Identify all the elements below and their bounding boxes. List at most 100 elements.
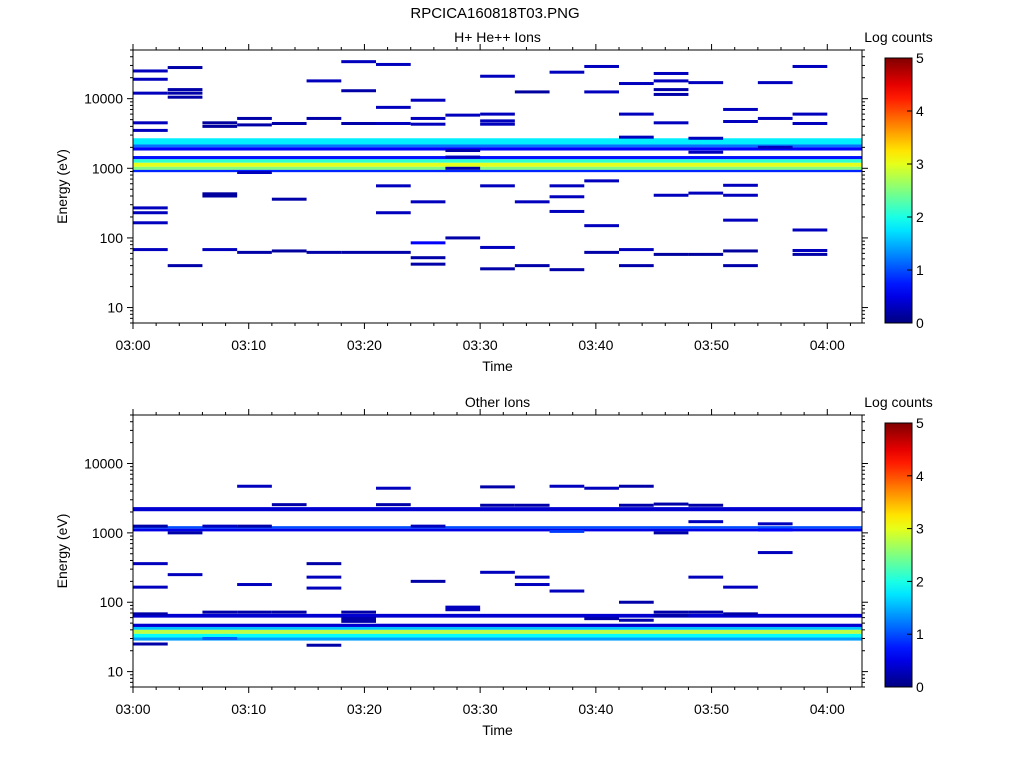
- x-tick-label: 03:20: [347, 701, 382, 717]
- data-cell: [792, 112, 828, 116]
- energy-band: [133, 138, 862, 145]
- energy-band: [133, 629, 862, 634]
- data-cell: [410, 262, 446, 266]
- data-cell: [376, 250, 411, 254]
- data-cell: [584, 179, 619, 183]
- data-cell: [549, 195, 585, 199]
- data-cell: [202, 124, 238, 128]
- data-cell: [306, 586, 342, 590]
- energy-band: [133, 526, 862, 529]
- energy-band: [133, 613, 862, 618]
- data-cell: [237, 610, 272, 614]
- data-cell: [688, 252, 724, 256]
- data-cell: [514, 200, 550, 204]
- data-cell: [306, 643, 342, 647]
- data-cell: [410, 256, 446, 260]
- colorbar: Log counts 0 1 2 3 4 5: [864, 29, 933, 331]
- data-cell: [167, 95, 203, 99]
- data-cell: [133, 206, 168, 210]
- data-cell: [133, 211, 168, 215]
- x-tick-label: 03:40: [578, 701, 613, 717]
- energy-band: [133, 633, 862, 638]
- data-cell: [306, 562, 342, 566]
- data-cell: [237, 583, 272, 587]
- colorbar: Log counts 0 1 2 3 4 5: [864, 394, 933, 695]
- data-cell: [341, 60, 376, 64]
- data-cell: [792, 64, 828, 68]
- data-cell: [514, 575, 550, 579]
- data-cell: [376, 105, 411, 109]
- data-cell: [133, 248, 168, 252]
- colorbar-tick-label: 0: [916, 679, 924, 695]
- data-cell: [445, 605, 481, 609]
- colorbar-tick-label: 3: [916, 521, 924, 537]
- x-tick-label: 03:00: [115, 337, 150, 353]
- data-cell: [480, 570, 515, 574]
- heatmap-panel-1: H+ He++ Ions 03:00 03:10 03:20 03:30 03:40 03:…: [54, 29, 933, 374]
- data-cell: [792, 248, 828, 252]
- data-cell: [306, 250, 342, 254]
- colorbar-tick-label: 5: [916, 415, 924, 431]
- data-cell: [202, 524, 238, 528]
- data-cell: [133, 69, 168, 73]
- data-cell: [549, 529, 585, 533]
- data-cell: [584, 90, 619, 94]
- x-tick-label: 03:20: [347, 337, 382, 353]
- data-cell: [757, 528, 793, 532]
- data-cell: [688, 191, 724, 195]
- data-cell: [757, 145, 793, 149]
- energy-band: [133, 147, 862, 151]
- data-cell: [410, 200, 446, 204]
- data-cell: [376, 503, 411, 507]
- data-cell: [133, 642, 168, 646]
- data-cell: [271, 610, 307, 614]
- data-cell: [584, 486, 619, 490]
- y-axis-label: Energy (eV): [54, 514, 70, 589]
- data-cell: [619, 112, 654, 116]
- data-cell: [723, 119, 758, 123]
- colorbar-gradient: [884, 57, 913, 324]
- page-title: RPCICA160818T03.PNG: [410, 5, 580, 22]
- energy-band: [133, 626, 862, 630]
- data-cell: [133, 91, 168, 95]
- data-cell: [376, 121, 411, 125]
- data-cell: [619, 135, 654, 139]
- data-cell: [723, 107, 758, 111]
- data-cell: [619, 264, 654, 268]
- data-cell: [237, 484, 272, 488]
- data-cell: [757, 551, 793, 555]
- data-cell: [480, 245, 515, 249]
- x-tick-label: 04:00: [810, 701, 845, 717]
- data-cell: [480, 503, 515, 507]
- data-cell: [757, 116, 793, 120]
- data-cell: [619, 600, 654, 604]
- data-cell: [237, 123, 272, 127]
- data-cell: [376, 184, 411, 188]
- x-tick-label: 03:10: [231, 701, 266, 717]
- data-cell: [133, 221, 168, 225]
- data-cell: [376, 486, 411, 490]
- data-cell: [514, 264, 550, 268]
- energy-band: [133, 156, 862, 160]
- data-cell: [514, 583, 550, 587]
- data-cell: [757, 522, 793, 526]
- x-tick-label: 03:50: [694, 337, 729, 353]
- data-cell: [410, 579, 446, 583]
- data-cell: [341, 121, 376, 125]
- data-cell: [306, 575, 342, 579]
- data-cell: [202, 248, 238, 252]
- x-tick-label: 03:00: [115, 701, 150, 717]
- data-cell: [271, 503, 307, 507]
- data-cell: [202, 192, 238, 196]
- data-cell: [619, 248, 654, 252]
- data-cell: [653, 121, 689, 125]
- data-cell: [341, 617, 376, 621]
- data-cell: [653, 71, 689, 75]
- plot-frame: [132, 414, 863, 688]
- energy-band: [133, 169, 862, 173]
- data-cell: [549, 184, 585, 188]
- data-cell: [480, 184, 515, 188]
- data-cell: [202, 610, 238, 614]
- data-cell: [653, 614, 689, 618]
- data-cell: [514, 90, 550, 94]
